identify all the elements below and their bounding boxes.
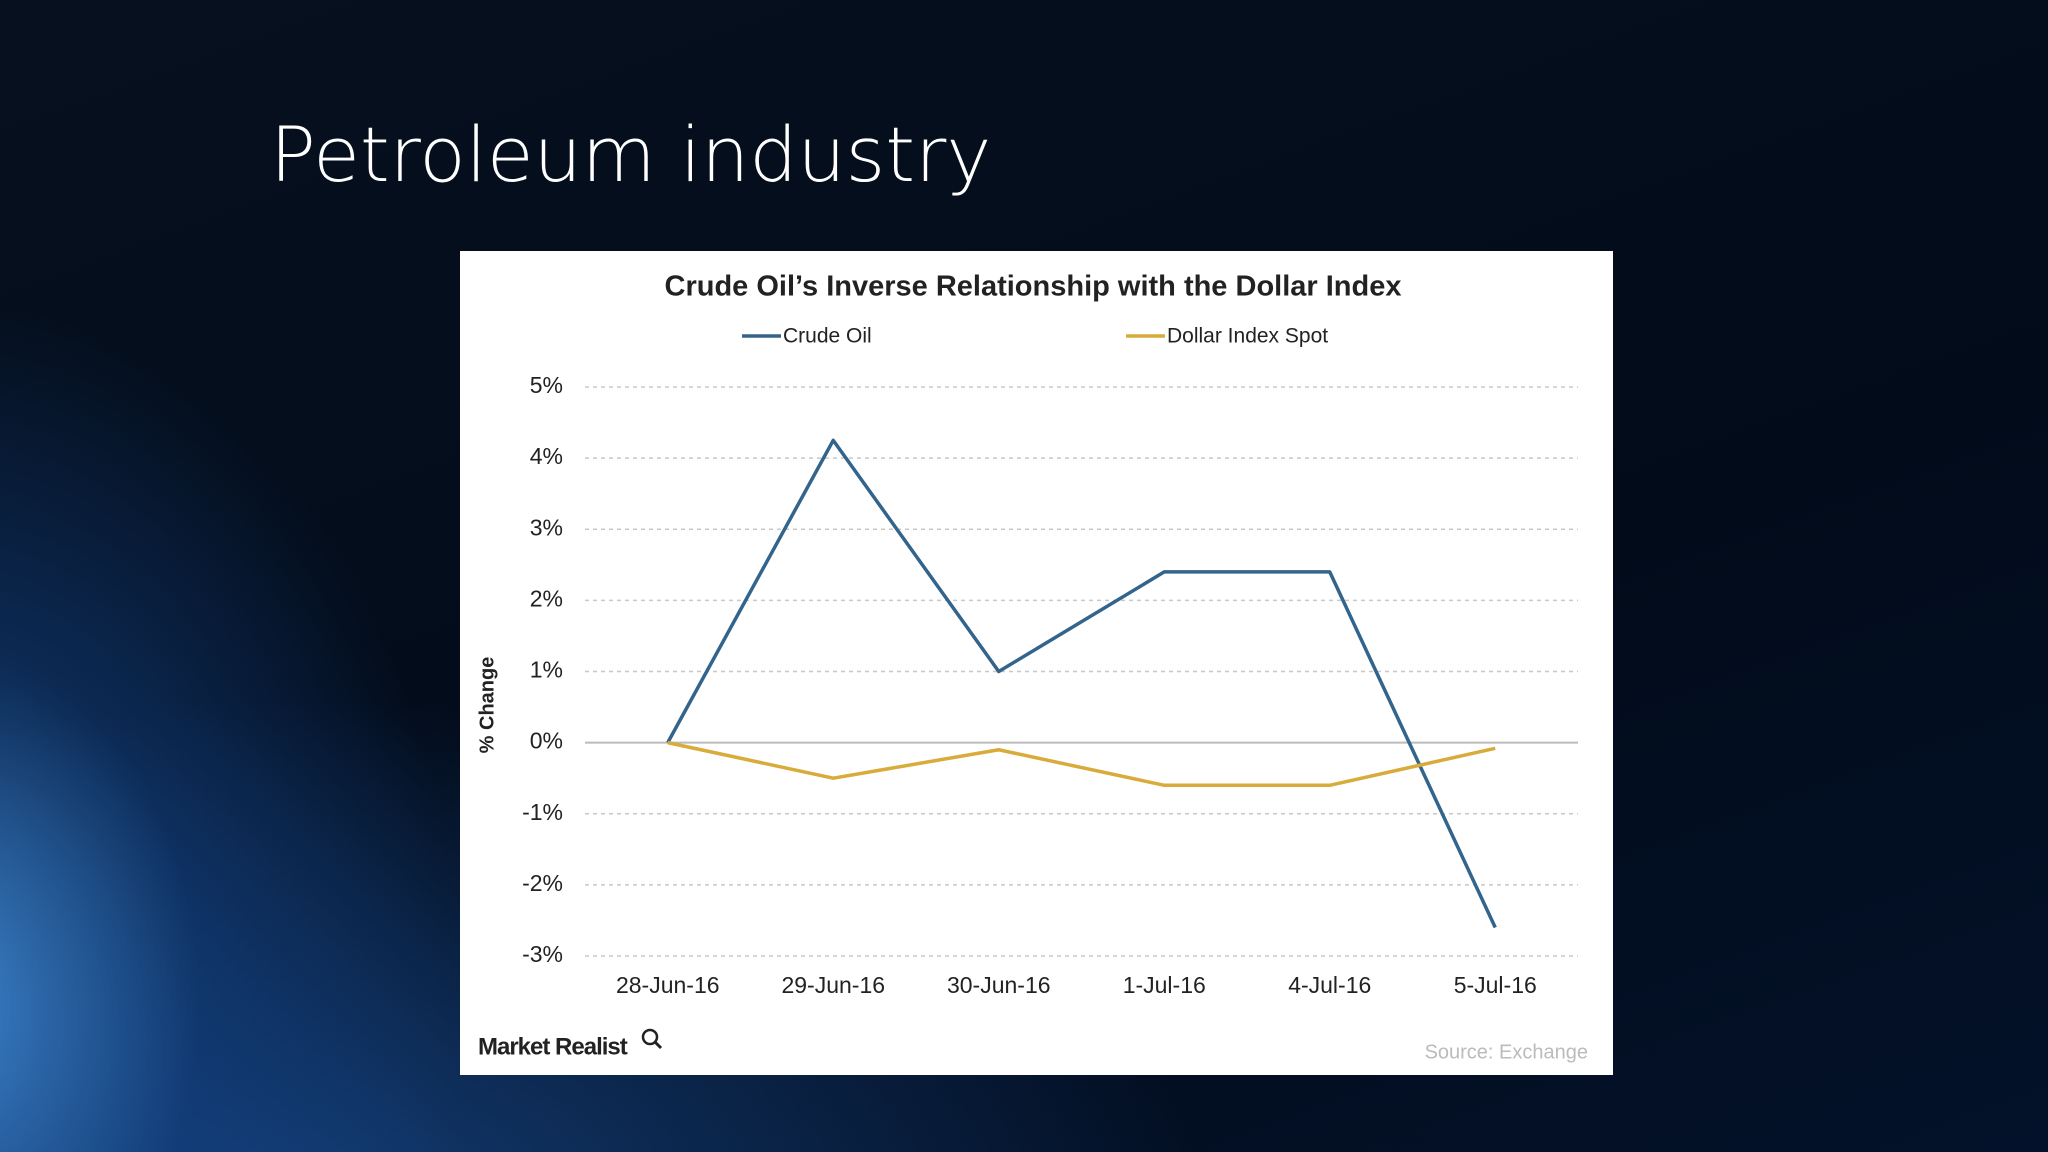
y-tick-label: 4%	[530, 443, 563, 469]
y-tick-label: 0%	[530, 728, 563, 754]
brand-icon	[641, 1028, 659, 1046]
slide-title: Petroleum industry	[270, 110, 992, 199]
y-tick-label: 1%	[530, 657, 563, 683]
y-tick-label: 5%	[530, 372, 563, 398]
brand-icon	[653, 1040, 663, 1050]
legend-label: Crude Oil	[783, 325, 872, 348]
series-line	[667, 740, 1496, 788]
y-axis-label: % Change	[476, 657, 498, 754]
y-tick-label: 2%	[530, 585, 563, 611]
x-tick-label: 28-Jun-16	[616, 972, 720, 998]
chart-background	[460, 251, 1613, 1075]
y-tick-label: -3%	[522, 941, 563, 967]
series-line	[666, 438, 1497, 929]
y-tick-label: -2%	[522, 870, 563, 896]
x-tick-label: 1-Jul-16	[1123, 972, 1206, 998]
chart-title: Crude Oil’s Inverse Relationship with th…	[665, 271, 1402, 303]
source: Source: Exchange	[1425, 1041, 1588, 1063]
x-tick-label: 4-Jul-16	[1288, 972, 1371, 998]
x-tick-label: 5-Jul-16	[1454, 972, 1537, 998]
brand: Market Realist	[478, 1033, 628, 1060]
y-tick-label: -1%	[522, 799, 563, 825]
x-tick-label: 29-Jun-16	[781, 972, 885, 998]
y-tick-label: 3%	[530, 514, 563, 540]
x-tick-label: 30-Jun-16	[947, 972, 1051, 998]
legend-label: Dollar Index Spot	[1167, 325, 1328, 348]
